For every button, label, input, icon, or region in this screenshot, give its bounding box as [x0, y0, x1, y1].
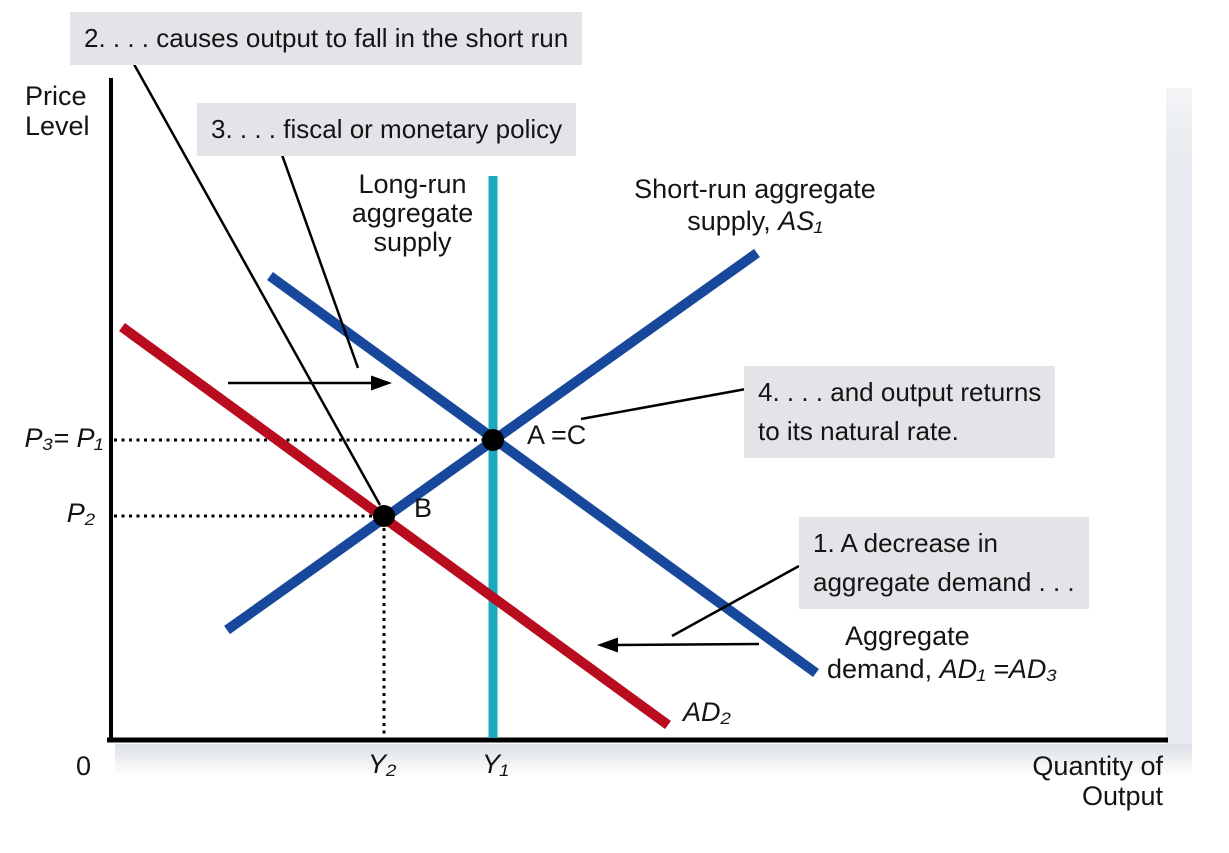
ad1-label-math: AD₁ =AD₃ — [939, 654, 1058, 684]
point-b — [373, 505, 395, 527]
leader-step4-to-a — [580, 387, 747, 421]
ad1-label-line2-prefix: demand, — [827, 654, 940, 684]
lras-label-line3: supply — [373, 227, 452, 258]
x-axis-label-line2: Output — [1081, 780, 1163, 811]
tick-y1: Y₁ — [482, 749, 509, 779]
point-a-equals-c — [482, 429, 504, 451]
sras-label-line2-prefix: supply, — [687, 206, 779, 237]
leader-step2-to-b — [128, 56, 382, 506]
annotation-step4: 4. . . . and output returns to its natur… — [744, 366, 1056, 458]
point-a-label: A =C — [527, 420, 587, 450]
leader-step3-to-arrow — [279, 151, 360, 369]
ad2-curve — [119, 322, 671, 730]
annotation-step3: 3. . . . fiscal or monetary policy — [197, 103, 577, 156]
leader-step1-to-ad — [671, 564, 800, 638]
annotation-step1-line1: 1. A decrease in — [813, 528, 999, 558]
point-b-label: B — [414, 493, 433, 523]
annotation-step4-line1: 4. . . . and output returns — [758, 377, 1042, 407]
annotation-step2-text: 2. . . . causes output to fall in the sh… — [84, 23, 569, 53]
y-axis-label-line1: Price — [25, 81, 87, 111]
annotation-step1: 1. A decrease in aggregate demand . . . — [799, 517, 1089, 609]
ad1-label-line1: Aggregate — [845, 621, 970, 651]
tick-p2: P₂ — [66, 498, 95, 528]
lras-label-line1: Long-run — [358, 169, 467, 199]
tick-p3-p1: P₃= P₁ — [24, 423, 103, 453]
rightward-shift-arrow — [228, 375, 392, 391]
plot-right-shadow — [1166, 88, 1192, 744]
ad1-label-line2: demand, AD₁ =AD₃ — [827, 654, 1058, 685]
annotation-step4-line2: to its natural rate. — [758, 416, 959, 446]
y-axis-label-line2: Level — [25, 110, 90, 141]
annotation-step1-line2: aggregate demand . . . — [813, 567, 1075, 597]
ad1-ad3-curve — [267, 271, 819, 678]
sras-label-line1: Short-run aggregate — [634, 174, 876, 204]
annotation-step2: 2. . . . causes output to fall in the sh… — [70, 12, 583, 65]
lras-label-line2: aggregate — [351, 198, 474, 229]
annotation-step3-text: 3. . . . fiscal or monetary policy — [211, 114, 563, 144]
lras-label: Long-run aggregate supply — [340, 169, 485, 258]
x-axis-label-line1: Quantity of — [1032, 751, 1163, 781]
ad2-label: AD₂ — [683, 697, 731, 727]
sras-label-as1: AS₁ — [778, 206, 823, 237]
tick-y2: Y₂ — [368, 749, 397, 779]
sras-label: Short-run aggregate supply, AS₁ — [610, 173, 900, 238]
y-axis-label: Price Level — [25, 81, 90, 141]
plot-bottom-shadow — [115, 744, 1192, 777]
leftward-shift-arrow — [597, 637, 760, 653]
origin-label: 0 — [76, 751, 92, 781]
x-axis-label: Quantity of Output — [963, 751, 1163, 811]
sras-label-line2: supply, AS₁ — [610, 205, 900, 237]
